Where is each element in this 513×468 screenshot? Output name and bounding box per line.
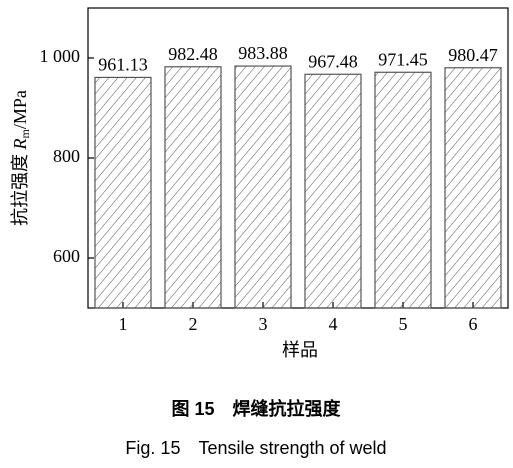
y-tick-label: 600 (53, 246, 80, 266)
value-label: 967.48 (308, 51, 358, 71)
y-axis-label: 抗拉强度 Rm/MPa (10, 90, 32, 226)
x-tick-label: 2 (189, 314, 198, 334)
x-tick-label: 4 (329, 314, 338, 334)
y-label-subscript: m (18, 128, 32, 138)
value-label: 980.47 (448, 45, 498, 65)
caption-cn: 图 15 焊缝抗拉强度 (171, 398, 341, 419)
caption-en: Fig. 15 Tensile strength of weld (125, 438, 386, 458)
y-tick-label: 800 (53, 146, 80, 166)
y-label-symbol: R (10, 138, 30, 150)
y-tick-label: 1 000 (40, 46, 81, 66)
bar (94, 76, 152, 309)
x-axis-label: 样品 (282, 340, 318, 360)
bar (444, 67, 502, 309)
bar (234, 65, 292, 309)
y-label-prefix: 抗拉强度 (10, 149, 30, 226)
value-label: 971.45 (378, 49, 428, 69)
x-tick-label: 3 (259, 314, 268, 334)
value-label: 982.48 (168, 44, 218, 64)
bar (164, 66, 222, 309)
value-label: 983.88 (238, 43, 288, 63)
bar (374, 71, 432, 309)
x-tick-label: 5 (399, 314, 408, 334)
value-label: 961.13 (98, 55, 148, 75)
x-tick-label: 6 (469, 314, 478, 334)
x-tick-label: 1 (119, 314, 128, 334)
y-label-unit: /MPa (10, 90, 30, 129)
bar (304, 73, 362, 309)
